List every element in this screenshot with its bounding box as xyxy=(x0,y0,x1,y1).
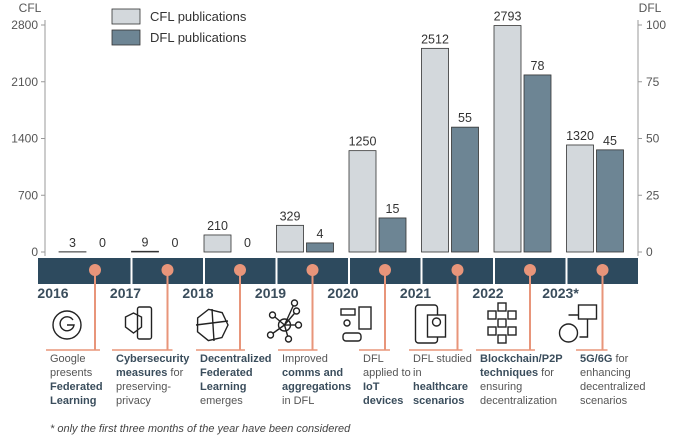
timeline-dot xyxy=(451,264,464,276)
data-label: 78 xyxy=(531,59,545,73)
bar-dfl xyxy=(378,217,407,253)
timeline-description: Google presents Federated Learning xyxy=(50,353,103,407)
timeline-dot xyxy=(306,264,319,276)
timeline-description: Decentralized Federated Learning emerges xyxy=(200,353,272,407)
shield-phone-icon xyxy=(124,306,153,340)
legend-label: CFL publications xyxy=(150,9,247,24)
timeline-year: 2020 xyxy=(327,285,359,301)
timeline-year: 2017 xyxy=(109,285,142,301)
data-label: 0 xyxy=(99,236,106,250)
timeline-description: DFL applied to IoT devices xyxy=(363,353,411,407)
iot-devices-icon xyxy=(340,306,372,342)
data-label: 210 xyxy=(207,219,228,233)
bar-cfl xyxy=(131,250,159,253)
bar-dfl xyxy=(523,74,552,253)
right-tick-label: 75 xyxy=(646,75,660,89)
data-label: 4 xyxy=(317,227,324,241)
blockchain-icon xyxy=(487,302,517,344)
legend-swatch xyxy=(111,8,141,25)
data-label: 0 xyxy=(172,236,179,250)
bar-cfl xyxy=(203,234,232,253)
data-label: 55 xyxy=(458,111,472,125)
legend-swatch xyxy=(111,29,141,46)
left-tick-label: 700 xyxy=(18,188,38,202)
bar-dfl xyxy=(451,126,479,253)
data-label: 15 xyxy=(386,202,400,216)
data-label: 3 xyxy=(69,236,76,250)
right-axis-label: DFL xyxy=(639,1,662,15)
timeline-dot xyxy=(524,264,536,276)
telehealth-icon xyxy=(414,304,447,344)
bar-dfl xyxy=(306,242,334,253)
google-icon xyxy=(52,310,82,340)
footnote: * only the first three months of the yea… xyxy=(50,423,351,435)
bar-cfl xyxy=(421,47,449,253)
timeline-description: DFL studied in healthcare scenarios xyxy=(413,353,472,407)
right-tick-label: 25 xyxy=(646,188,660,202)
data-label: 1250 xyxy=(349,135,377,149)
left-tick-label: 2100 xyxy=(11,75,38,89)
timeline-dot xyxy=(161,264,174,276)
node-graph-icon xyxy=(266,299,303,343)
data-label: 9 xyxy=(142,235,149,249)
data-label: 2793 xyxy=(494,10,522,24)
globe-network-icon xyxy=(558,304,598,343)
left-axis-label: CFL xyxy=(19,1,42,15)
data-label: 45 xyxy=(603,134,617,148)
data-label: 329 xyxy=(280,209,301,223)
right-tick-label: 100 xyxy=(646,18,666,32)
data-label: 2512 xyxy=(421,32,449,46)
right-tick-label: 50 xyxy=(646,132,660,146)
timeline-year: 2023* xyxy=(542,285,579,301)
timeline-description: 5G/6G for enhancing decentralized scenar… xyxy=(580,353,646,407)
bar-cfl xyxy=(348,150,377,253)
timeline-year: 2021 xyxy=(399,285,432,301)
data-label: 0 xyxy=(244,236,251,250)
timeline-description: Improved comms and aggregations in DFL xyxy=(282,353,352,407)
timeline-band xyxy=(38,258,638,284)
bar-cfl xyxy=(493,25,522,253)
timeline-description: Cybersecurity measures for preserving-pr… xyxy=(116,353,190,407)
timeline-year: 2022 xyxy=(472,285,504,301)
network-polygon-icon xyxy=(195,308,229,342)
timeline-description: Blockchain/P2P techniques for ensuring d… xyxy=(480,353,563,407)
left-tick-label: 0 xyxy=(31,245,38,259)
data-label: 1320 xyxy=(566,129,594,143)
timeline-dot xyxy=(89,264,101,276)
bar-cfl xyxy=(566,144,594,253)
left-tick-label: 1400 xyxy=(11,132,38,146)
bar-dfl xyxy=(596,149,624,253)
timeline-year: 2018 xyxy=(182,285,214,301)
timeline-dot xyxy=(234,264,246,276)
timeline-year: 2016 xyxy=(37,285,69,301)
timeline-dot xyxy=(596,264,609,276)
legend-label: DFL publications xyxy=(150,30,247,45)
right-tick-label: 0 xyxy=(646,245,653,259)
bar-cfl xyxy=(276,224,304,253)
left-tick-label: 2800 xyxy=(11,18,38,32)
timeline-year: 2019 xyxy=(254,285,287,301)
timeline-dot xyxy=(379,264,391,276)
